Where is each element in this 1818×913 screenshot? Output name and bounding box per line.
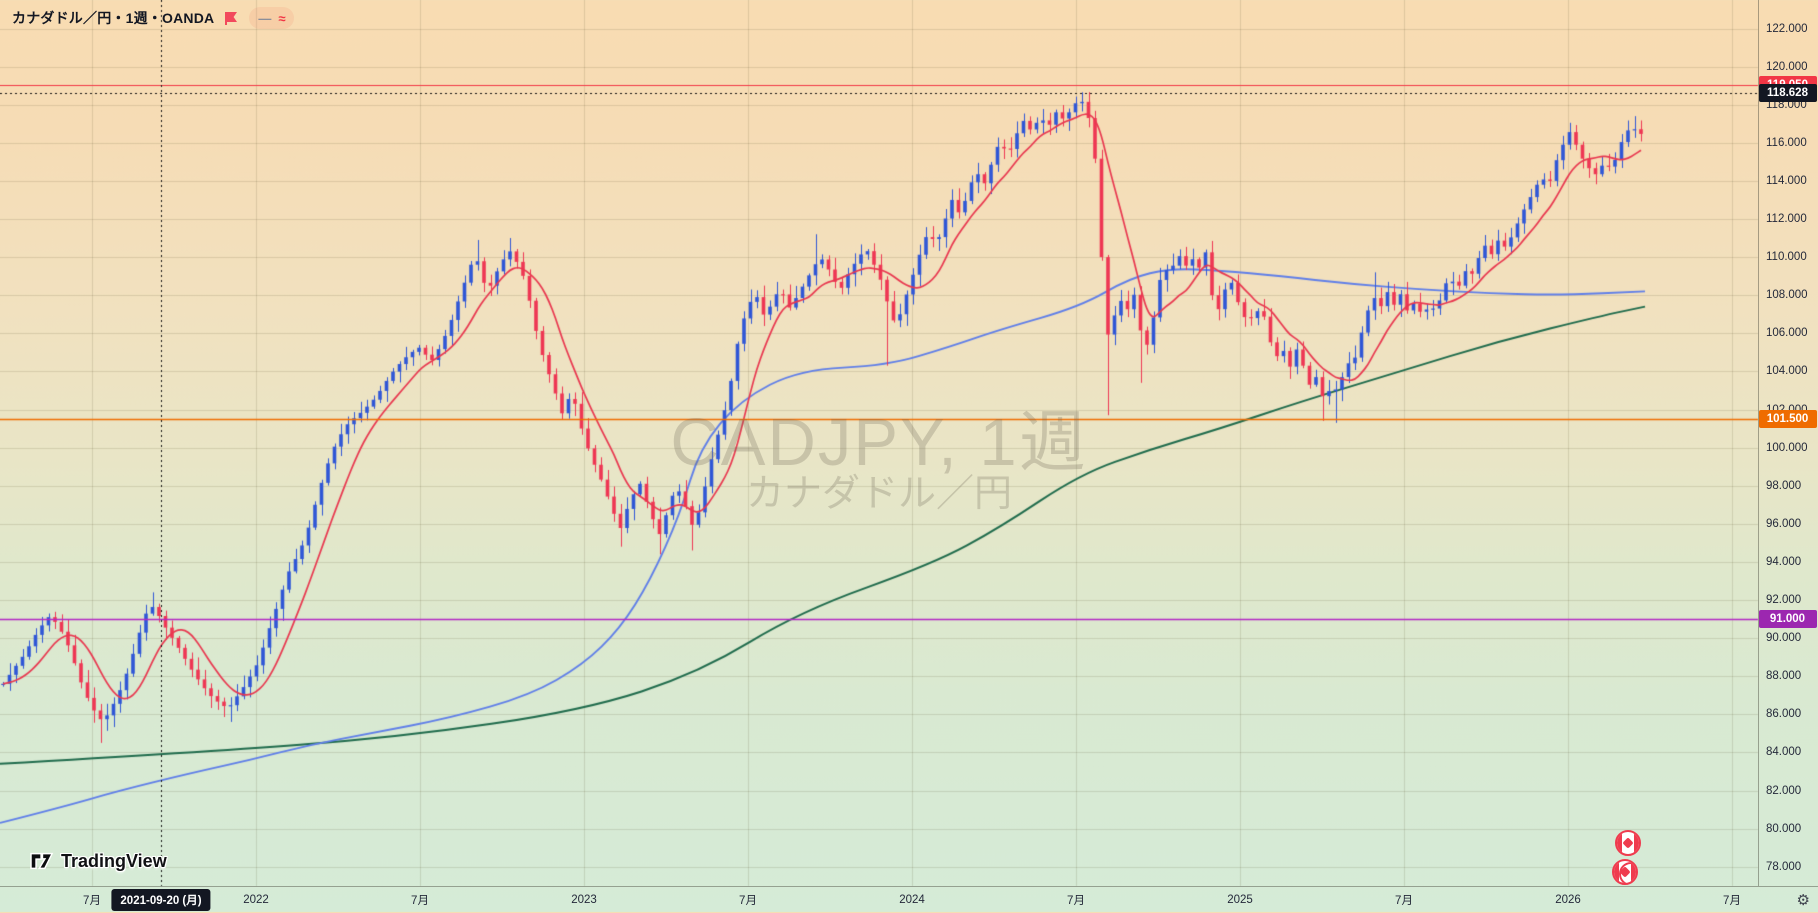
price-tick-label: 88.000 bbox=[1766, 670, 1802, 683]
price-tick-label: 96.000 bbox=[1766, 517, 1802, 530]
hide-indicator-icon[interactable]: — bbox=[258, 10, 272, 26]
time-tick-label: 2022 bbox=[243, 894, 269, 906]
price-tick-label: 106.000 bbox=[1766, 327, 1808, 340]
price-tick-label: 114.000 bbox=[1766, 174, 1807, 187]
flag-icon[interactable] bbox=[223, 10, 240, 27]
price-tick-label: 98.000 bbox=[1766, 479, 1802, 492]
price-tick-label: 112.000 bbox=[1766, 213, 1807, 225]
price-tick-label: 110.000 bbox=[1766, 251, 1807, 264]
crosshair-date-badge: 2021-09-20 (月) bbox=[111, 889, 211, 911]
tradingview-wordmark: TradingView bbox=[61, 850, 167, 871]
symbol-legend: カナダドル／円・1週・OANDA — ≈ bbox=[12, 7, 295, 29]
price-tick-label: 82.000 bbox=[1766, 784, 1802, 797]
canada-flag-event-icon-stacked[interactable] bbox=[1612, 859, 1638, 885]
time-tick-label: 2025 bbox=[1227, 894, 1253, 906]
tradingview-logo[interactable]: TradingView bbox=[30, 850, 167, 872]
price-line-badge: 101.500 bbox=[1759, 410, 1817, 429]
canada-flag-event-icon[interactable] bbox=[1615, 830, 1641, 856]
price-tick-label: 122.000 bbox=[1766, 22, 1808, 35]
time-tick-label: 7月 bbox=[739, 895, 757, 907]
price-tick-label: 120.000 bbox=[1766, 60, 1808, 73]
time-tick-label: 2023 bbox=[571, 894, 597, 906]
price-tick-label: 104.000 bbox=[1766, 365, 1808, 378]
wave-indicator-icon[interactable]: ≈ bbox=[278, 10, 286, 26]
price-tick-label: 92.000 bbox=[1766, 594, 1802, 606]
price-tick-label: 80.000 bbox=[1766, 822, 1802, 835]
time-tick-label: 2026 bbox=[1555, 894, 1581, 906]
price-axis[interactable]: 122.000 120.000 118.000 116.000 114.000 112.0… bbox=[1758, 0, 1818, 886]
price-tick-label: 116.000 bbox=[1766, 136, 1807, 149]
time-tick-label: 7月 bbox=[1723, 895, 1741, 907]
axis-settings-gear-icon[interactable]: ⚙ bbox=[1796, 891, 1810, 909]
time-tick-label: 7月 bbox=[411, 895, 429, 907]
flag-bars bbox=[1614, 861, 1636, 883]
time-tick-label: 7月 bbox=[83, 895, 101, 907]
tradingview-mark-icon bbox=[30, 852, 54, 870]
maple-leaf-dot bbox=[1619, 866, 1631, 878]
time-tick-label: 2024 bbox=[899, 894, 925, 906]
legend-toggle-pill[interactable]: — ≈ bbox=[249, 7, 295, 29]
price-tick-label: 78.000 bbox=[1766, 860, 1802, 873]
price-line-badge: 91.000 bbox=[1759, 610, 1817, 629]
time-axis[interactable]: ⚙ 7月 2022 7月 2023 7月 2024 7月 2025 7月 2026 7月 2021-0… bbox=[0, 886, 1818, 913]
price-tick-label: 94.000 bbox=[1766, 555, 1802, 568]
price-tick-label: 90.000 bbox=[1766, 632, 1802, 645]
price-tick-label: 100.000 bbox=[1766, 441, 1808, 454]
price-tick-label: 84.000 bbox=[1766, 746, 1802, 759]
time-tick-label: 7月 bbox=[1395, 895, 1413, 907]
price-tick-label: 86.000 bbox=[1766, 708, 1802, 721]
price-tick-label: 108.000 bbox=[1766, 289, 1808, 302]
symbol-title[interactable]: カナダドル／円・1週・OANDA bbox=[12, 10, 215, 26]
price-line-badge: 118.628 bbox=[1759, 83, 1817, 102]
time-tick-label: 7月 bbox=[1067, 895, 1085, 907]
